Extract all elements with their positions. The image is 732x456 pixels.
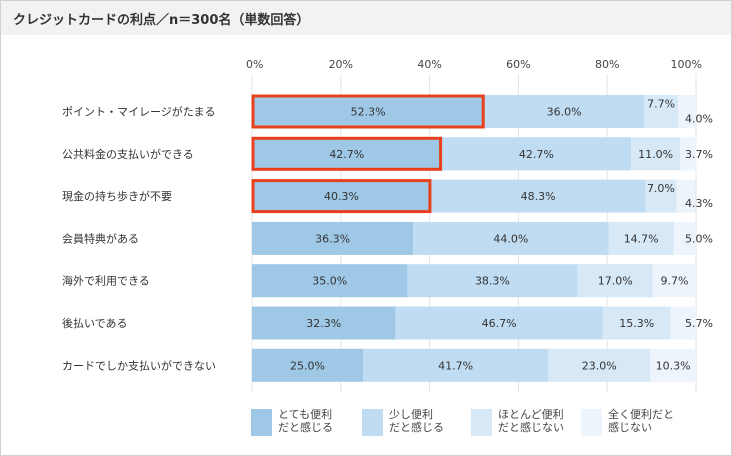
- bar-segment: [608, 221, 674, 255]
- data-label: 44.0%: [493, 232, 528, 245]
- legend-label-line: だと感じる: [389, 421, 444, 434]
- bar-segment: [670, 306, 696, 340]
- legend-label-line: 感じない: [608, 421, 652, 434]
- data-label: 10.3%: [656, 359, 691, 372]
- category-label: 現金の持ち歩きが不要: [62, 189, 172, 203]
- bar-segment: [676, 179, 696, 213]
- data-label: 46.7%: [482, 317, 517, 330]
- data-label: 5.0%: [685, 232, 713, 245]
- data-label: 42.7%: [329, 148, 364, 161]
- legend-label-line: ほとんど便利: [498, 408, 564, 421]
- x-tick-label: 80%: [595, 58, 619, 71]
- legend-label: 少し便利 だと感じる: [389, 408, 444, 434]
- bar-segment: [252, 221, 414, 255]
- data-label: 11.0%: [638, 148, 673, 161]
- highlight-box: [251, 179, 432, 214]
- category-label: ポイント・マイレージがたまる: [62, 105, 215, 119]
- bar-segment: [430, 179, 646, 213]
- bar-segment: [363, 348, 549, 382]
- category-label: 海外で利用できる: [62, 274, 150, 288]
- bar-segment: [548, 348, 651, 382]
- bar-segment: [252, 348, 363, 382]
- data-label: 36.3%: [315, 232, 350, 245]
- bar-segment: [407, 264, 578, 298]
- data-label: 23.0%: [582, 359, 617, 372]
- chart-title: クレジットカードの利点／n＝300名（単数回答）: [13, 13, 310, 28]
- data-label: 3.7%: [685, 148, 713, 161]
- title-bar: クレジットカードの利点／n＝300名（単数回答）: [1, 1, 731, 35]
- data-label: 5.7%: [685, 317, 713, 330]
- category-label: 後払いである: [62, 316, 128, 330]
- legend-label-line: 全く便利だと: [608, 408, 674, 421]
- data-label: 41.7%: [438, 359, 473, 372]
- bar-segment: [644, 95, 679, 128]
- legend-swatch: [251, 409, 272, 436]
- bar-segment: [413, 221, 609, 255]
- x-tick-label: 20%: [329, 58, 353, 71]
- bar-segment: [645, 179, 677, 213]
- data-label: 9.7%: [660, 275, 688, 288]
- bar-segment: [252, 179, 431, 213]
- data-label: 4.0%: [685, 113, 713, 126]
- bar-segment: [631, 137, 681, 171]
- data-label: 48.3%: [521, 190, 556, 203]
- bar-segment: [484, 95, 645, 128]
- data-label: 36.0%: [547, 106, 582, 119]
- legend-swatch: [581, 409, 602, 436]
- data-label: 42.7%: [519, 148, 554, 161]
- data-label: 7.7%: [647, 98, 675, 111]
- category-label: カードでしか支払いができない: [62, 358, 216, 372]
- bar-segment: [650, 348, 696, 382]
- data-label: 38.3%: [475, 275, 510, 288]
- data-label: 40.3%: [324, 190, 359, 203]
- data-label: 52.3%: [351, 106, 386, 119]
- bar-segment: [673, 221, 696, 255]
- x-tick-label: 40%: [417, 58, 441, 71]
- legend-label-line: とても便利: [278, 408, 333, 421]
- bar-segment: [652, 264, 696, 298]
- bar-segment: [395, 306, 603, 340]
- highlight-box: [251, 136, 443, 171]
- highlight-box: [251, 94, 485, 129]
- legend-swatch: [362, 409, 383, 436]
- legend-label: とても便利 だと感じる: [278, 408, 333, 434]
- bar-segment: [252, 264, 408, 298]
- data-label: 32.3%: [306, 317, 341, 330]
- legend-label: ほとんど便利 だと感じない: [498, 408, 564, 434]
- bar-segment: [678, 95, 696, 128]
- data-label: 25.0%: [290, 359, 325, 372]
- bar-segment: [252, 95, 485, 128]
- data-label: 17.0%: [598, 275, 633, 288]
- bar-segment: [602, 306, 671, 340]
- x-tick-label: 0%: [246, 58, 263, 71]
- data-label: 4.3%: [685, 197, 713, 210]
- legend-label: 全く便利だと 感じない: [608, 408, 674, 434]
- legend-label-line: だと感じる: [278, 421, 333, 434]
- bar-segment: [441, 137, 632, 171]
- bar-segment: [577, 264, 653, 298]
- x-tick-label: 60%: [506, 58, 530, 71]
- data-label: 7.0%: [647, 182, 675, 195]
- data-label: 15.3%: [619, 317, 654, 330]
- legend-swatch: [471, 409, 492, 436]
- bar-segment: [252, 306, 396, 340]
- category-label: 公共料金の支払いができる: [62, 147, 194, 161]
- data-label: 35.0%: [312, 275, 347, 288]
- bar-segment: [680, 137, 697, 171]
- x-tick-label: 100%: [671, 58, 702, 71]
- bar-segment: [252, 137, 442, 171]
- legend-label-line: 少し便利: [389, 408, 433, 421]
- legend-label-line: だと感じない: [498, 421, 564, 434]
- category-label: 会員特典がある: [62, 231, 139, 245]
- data-label: 14.7%: [624, 232, 659, 245]
